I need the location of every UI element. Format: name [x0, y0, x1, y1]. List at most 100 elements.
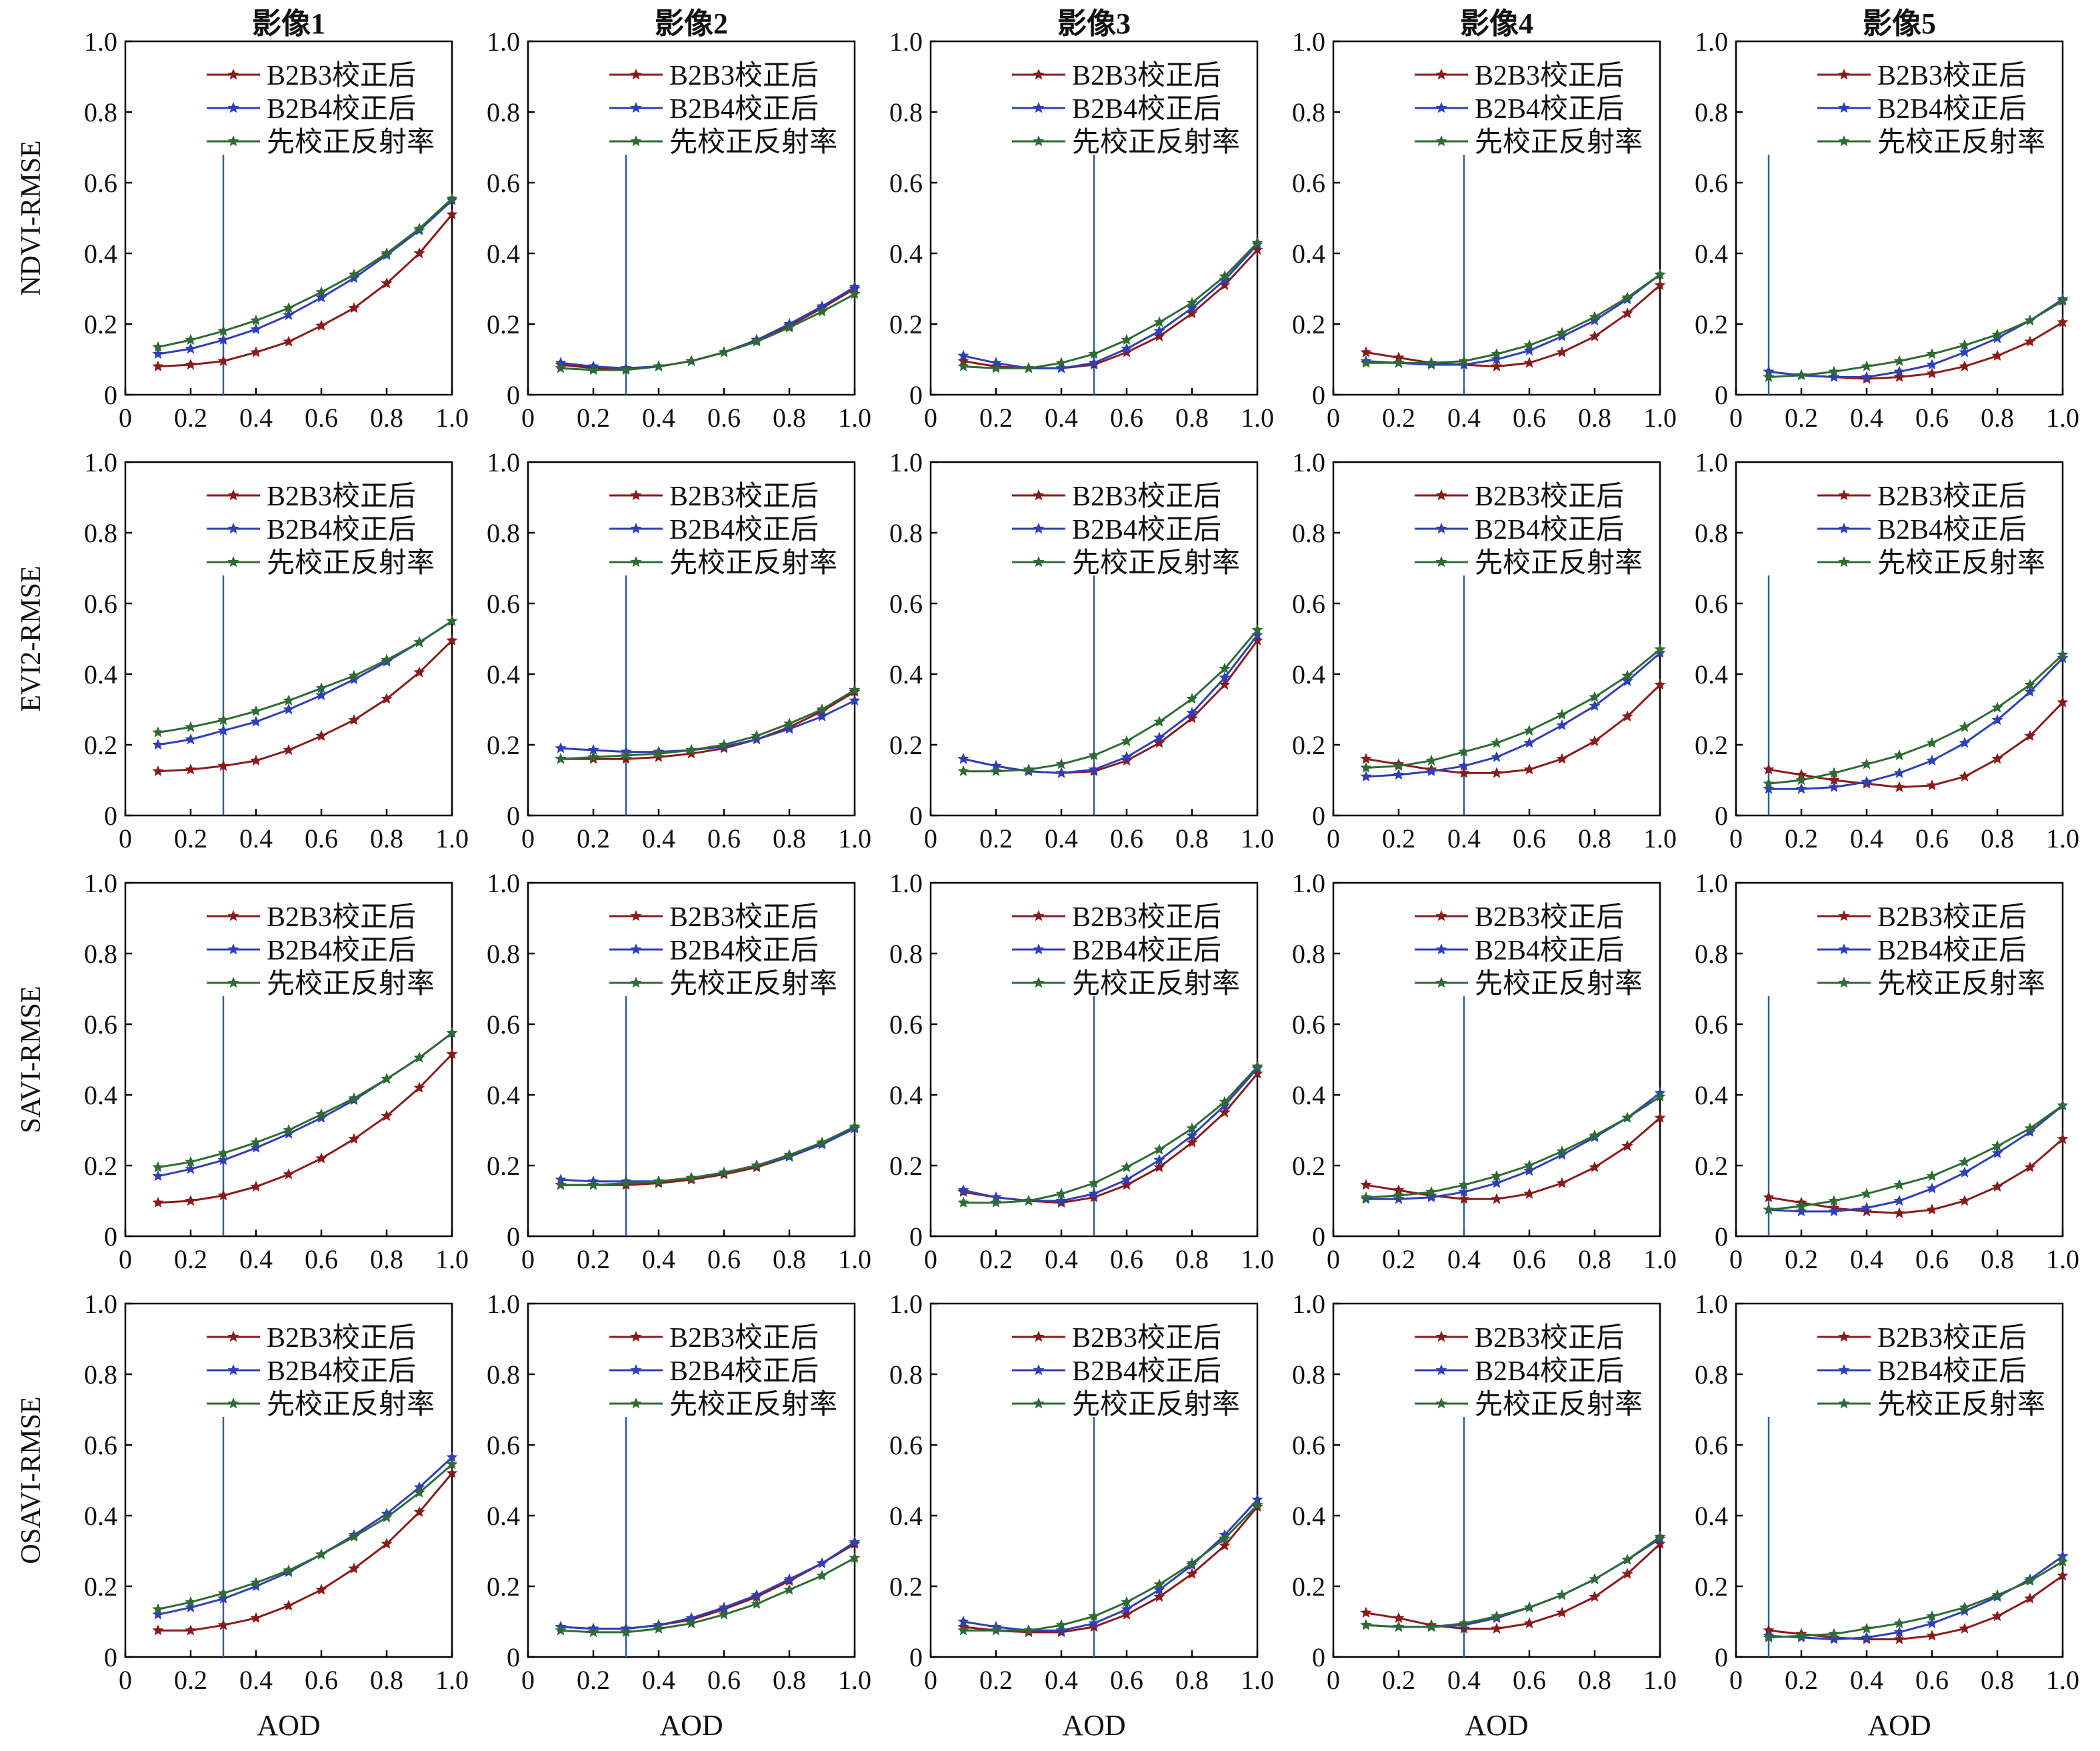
data-point [1393, 769, 1405, 780]
legend-entry: 先校正反射率 [1877, 1389, 2045, 1420]
x-tick-label: 0 [1327, 403, 1340, 433]
data-point [1654, 268, 1666, 280]
panel-r3-c1: 00 0.2 0.2 0.4 0.4 0.6 0.6 0.8 0.8 1.0 1.0 B2B3校正后B… [84, 868, 469, 1274]
data-point [783, 723, 795, 734]
legend-marker [1033, 910, 1045, 922]
data-point [315, 682, 327, 693]
series-3 [957, 1060, 1263, 1208]
data-point [1219, 279, 1231, 290]
data-point [315, 1112, 327, 1123]
x-tick-label: 0.2 [1382, 1244, 1415, 1274]
data-point [185, 359, 197, 370]
data-point [1556, 719, 1568, 731]
legend-marker [1435, 1331, 1447, 1342]
legend-marker [227, 489, 239, 501]
data-point [1023, 763, 1035, 775]
data-point [185, 343, 197, 354]
y-tick-label: 0.6 [1695, 1430, 1728, 1460]
data-point [1828, 365, 1840, 377]
data-point [413, 1486, 425, 1498]
legend-marker [1435, 977, 1447, 988]
data-point [1763, 777, 1775, 789]
x-tick-label: 1.0 [435, 1665, 469, 1695]
legend-entry: B2B3校正后 [267, 61, 416, 91]
data-point [1926, 754, 1938, 766]
data-point [2024, 1575, 2036, 1586]
y-tick-label: 0 [507, 1222, 520, 1252]
data-point [1795, 369, 1807, 381]
data-point [957, 349, 969, 361]
x-tick-label: 0.8 [1981, 403, 2014, 433]
data-point [957, 765, 969, 776]
y-tick-label: 0.8 [84, 518, 117, 548]
y-tick-label: 0.6 [487, 1430, 520, 1460]
series-line [963, 634, 1259, 774]
x-tick-label: 0.4 [239, 1665, 273, 1695]
y-tick-label: 0.8 [1292, 939, 1325, 969]
plot-frame [124, 1302, 453, 1658]
legend-entry: B2B3校正后 [1475, 1323, 1624, 1354]
x-tick-label: 1.0 [1643, 1244, 1677, 1274]
data-point [1360, 1179, 1372, 1190]
x-tick-label: 1.0 [1241, 1665, 1274, 1695]
y-tick-label: 0.2 [1695, 1572, 1728, 1602]
data-point [1219, 270, 1231, 281]
data-point [1654, 678, 1666, 690]
legend-entry: B2B3校正后 [1877, 481, 2027, 512]
data-point [1458, 359, 1470, 370]
data-point [185, 1163, 197, 1174]
y-tick-label: 0.4 [889, 1501, 923, 1531]
data-point [1219, 1099, 1231, 1111]
x-tick-label: 1.0 [1643, 823, 1677, 853]
y-tick-label: 1.0 [889, 447, 923, 477]
legend-entry: B2B3校正后 [1877, 61, 2027, 91]
data-point [685, 355, 697, 366]
legend-marker [1033, 102, 1045, 113]
data-point [315, 286, 327, 297]
data-point [751, 1598, 763, 1609]
panel-grid: 影像1 影像2 影像3 影像4 影像5 NDVI-RMSE EVI2-RMSE SAVI-RM… [16, 7, 2079, 1742]
legend-marker [1033, 977, 1045, 988]
series-3 [555, 1120, 861, 1190]
legend-marker [630, 1364, 642, 1376]
data-point [1763, 763, 1775, 775]
x-tick-label: 0.2 [1382, 823, 1415, 853]
legend-entry: B2B4校正后 [1072, 1356, 1221, 1387]
data-point [1893, 371, 1905, 382]
legend-marker [227, 1331, 239, 1342]
legend-entry: B2B3校正后 [1475, 61, 1624, 91]
data-point [620, 1177, 632, 1188]
data-point [381, 277, 393, 289]
series-3 [152, 1027, 458, 1172]
y-tick-label: 0.4 [889, 659, 923, 689]
x-tick-label: 0.6 [1513, 403, 1546, 433]
y-tick-label: 0.2 [84, 1572, 117, 1602]
series-3 [152, 1458, 458, 1614]
data-point [1121, 1608, 1133, 1620]
series-line [963, 1504, 1259, 1632]
legend-entry: 先校正反射率 [1072, 547, 1240, 579]
data-point [1088, 1610, 1100, 1622]
y-tick-label: 0 [1312, 801, 1325, 831]
plot-frame [527, 461, 856, 817]
data-point [990, 1196, 1002, 1208]
data-point [1523, 1617, 1535, 1628]
data-point [283, 744, 295, 755]
x-tick-label: 0 [521, 823, 535, 853]
x-tick-label: 1.0 [435, 1244, 469, 1274]
data-point [1393, 1193, 1405, 1204]
data-point [1926, 1182, 1938, 1194]
data-point [217, 1190, 229, 1201]
x-tick-label: 0 [119, 823, 132, 853]
data-point [1926, 1617, 1938, 1628]
panel-r1-c3: 00 0.2 0.2 0.4 0.4 0.6 0.6 0.8 0.8 1.0 1.0 B2B3校正后B… [889, 27, 1274, 433]
data-point [1589, 1130, 1601, 1141]
legend-entry: B2B4校正后 [669, 936, 819, 966]
legend-marker [1435, 910, 1447, 922]
y-tick-label: 0 [104, 1222, 117, 1252]
data-point [1959, 339, 1971, 351]
data-point [1121, 1596, 1133, 1608]
x-axis-label-3: AOD [1062, 1709, 1125, 1742]
